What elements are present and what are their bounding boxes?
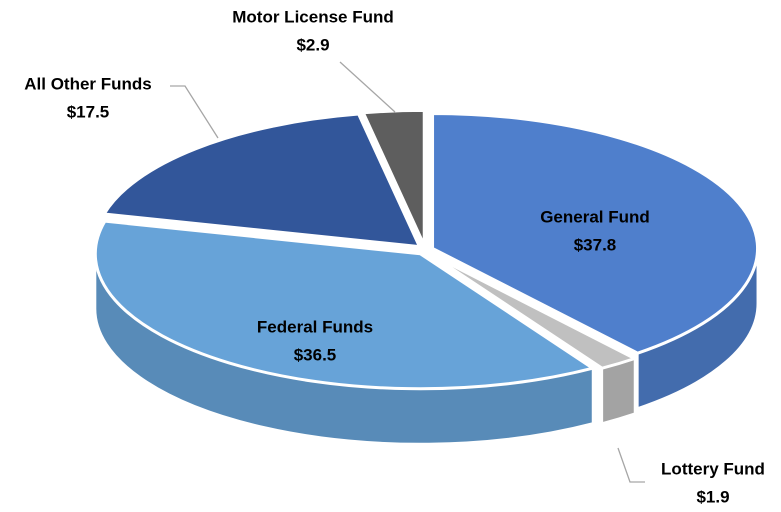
slice	[101, 112, 422, 249]
leader-line	[170, 85, 219, 139]
leader-line	[617, 447, 645, 483]
leader-line	[339, 61, 396, 113]
slice-value-label: $1.9	[696, 487, 729, 506]
slice-value-label: $36.5	[294, 345, 337, 364]
slice-value-label: $2.9	[296, 35, 329, 54]
slice-label: Lottery Fund	[661, 459, 765, 478]
slice	[431, 111, 759, 355]
slice-label: Motor License Fund	[232, 7, 394, 26]
slice	[93, 219, 597, 391]
slice-label: All Other Funds	[24, 74, 152, 93]
slice-value-label: $17.5	[67, 102, 110, 121]
slice-value-label: $37.8	[574, 235, 617, 254]
slice	[428, 252, 639, 370]
slice-label: Federal Funds	[257, 317, 373, 336]
slice-label: General Fund	[540, 207, 650, 226]
pie-tops	[93, 108, 759, 391]
